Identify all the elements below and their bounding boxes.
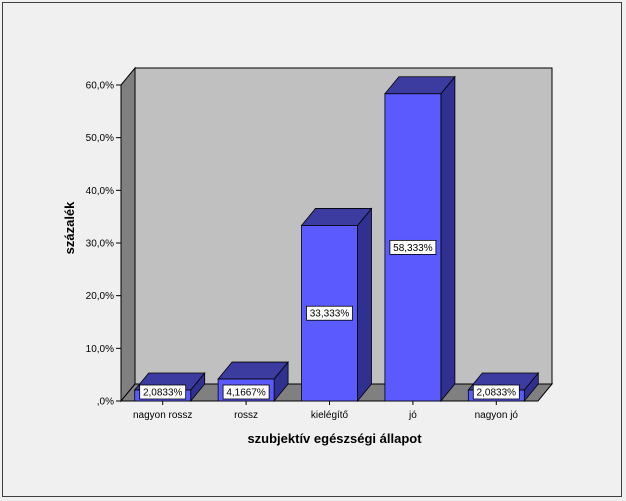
data-label: 58,333%	[393, 243, 433, 254]
data-label: 4,1667%	[226, 388, 266, 399]
bar-chart: ,0% 10,0% 20,0% 30,0% 40,0% 50,0% 60,0% 2,0833…	[62, 66, 554, 446]
bar: 4,1667%	[217, 360, 289, 403]
bar-side	[440, 75, 456, 403]
bar: 2,0833%	[467, 371, 540, 403]
x-axis: nagyon rossz rossz kielégítő jó nagyon jó	[133, 401, 518, 421]
y-tick-label: 40,0%	[86, 186, 114, 197]
y-tick-label: 10,0%	[86, 344, 114, 355]
x-tick-label: nagyon rossz	[133, 410, 192, 421]
y-axis-title: százalék	[62, 201, 77, 255]
y-tick-label: 30,0%	[86, 239, 114, 250]
y-tick-label: 60,0%	[86, 81, 114, 92]
bar: 58,333%	[384, 75, 456, 403]
x-tick-label: nagyon jó	[475, 410, 519, 421]
x-tick-label: rossz	[234, 410, 258, 421]
data-label: 2,0833%	[143, 388, 183, 399]
data-label-box	[472, 384, 520, 400]
y-axis: ,0% 10,0% 20,0% 30,0% 40,0% 50,0% 60,0%	[86, 81, 122, 408]
bar-side	[357, 207, 372, 403]
y-tick-label: 50,0%	[86, 133, 114, 144]
bars: 2,0833% 4,1667% 33,333% 58,333% 2,0833%	[133, 75, 540, 403]
y-tick-label: 20,0%	[86, 291, 114, 302]
data-label-box	[306, 305, 353, 321]
data-label-box	[139, 384, 187, 400]
chart-frame: ,0% 10,0% 20,0% 30,0% 40,0% 50,0% 60,0% 2,0833…	[2, 2, 622, 497]
y-tick-label: ,0%	[97, 397, 114, 408]
data-label: 33,333%	[310, 309, 350, 320]
bar: 2,0833%	[133, 371, 206, 403]
x-tick-label: kielégítő	[311, 410, 349, 421]
data-label: 2,0833%	[477, 388, 517, 399]
x-tick-label: jó	[408, 410, 417, 421]
x-axis-title: szubjektív egészségi állapot	[247, 431, 422, 446]
side-wall	[120, 66, 136, 403]
data-label-box	[389, 239, 437, 255]
data-label-box	[222, 384, 270, 400]
bar: 33,333%	[300, 207, 373, 403]
